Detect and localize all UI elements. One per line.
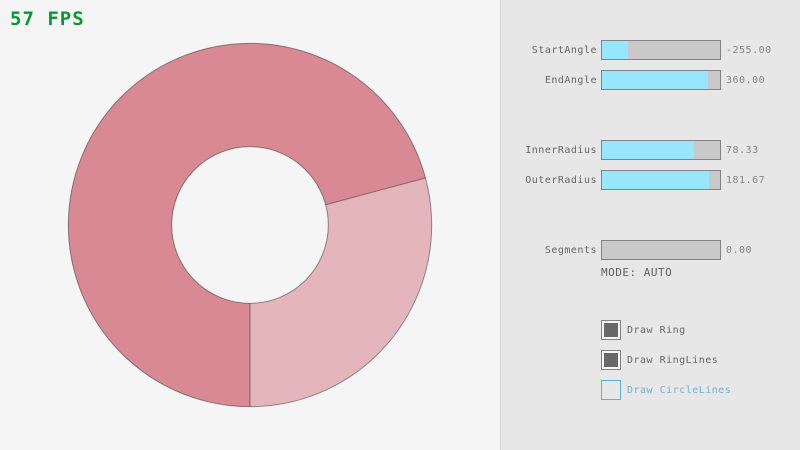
draw-ringlines-label: Draw RingLines — [627, 355, 719, 366]
control-panel: StartAngle -255.00 EndAngle 360.00 Inner… — [500, 0, 800, 450]
outer-radius-value: 181.67 — [726, 175, 766, 186]
draw-ring-label: Draw Ring — [627, 325, 686, 336]
slider-row-end-angle: EndAngle 360.00 — [501, 70, 800, 90]
start-angle-slider[interactable] — [601, 40, 721, 60]
inner-radius-label: InnerRadius — [525, 145, 597, 156]
checkbox-row-draw-ring: Draw Ring — [601, 320, 800, 340]
checkmark — [604, 323, 618, 337]
end-angle-value: 360.00 — [726, 75, 766, 86]
start-angle-label: StartAngle — [531, 45, 597, 56]
checkbox-row-draw-circlelines: Draw CircleLines — [601, 380, 800, 400]
checkmark — [604, 353, 618, 367]
outer-radius-slider[interactable] — [601, 170, 721, 190]
slider-fill — [602, 41, 628, 59]
end-angle-label: EndAngle — [544, 75, 597, 86]
slider-row-inner-radius: InnerRadius 78.33 — [501, 140, 800, 160]
end-angle-slider[interactable] — [601, 70, 721, 90]
ring-sector-single — [250, 177, 432, 407]
ring-sector-overlap — [68, 43, 426, 407]
draw-ringlines-checkbox[interactable] — [601, 350, 621, 370]
draw-circlelines-checkbox[interactable] — [601, 380, 621, 400]
slider-row-start-angle: StartAngle -255.00 — [501, 40, 800, 60]
slider-fill — [602, 71, 709, 89]
segments-label: Segments — [544, 245, 597, 256]
slider-fill — [602, 141, 695, 159]
segments-value: 0.00 — [726, 245, 753, 256]
slider-row-segments: Segments 0.00 — [501, 240, 800, 260]
segments-slider[interactable] — [601, 240, 721, 260]
inner-radius-value: 78.33 — [726, 145, 759, 156]
draw-circlelines-label: Draw CircleLines — [627, 385, 732, 396]
outer-radius-label: OuterRadius — [525, 175, 597, 186]
checkmark — [604, 383, 618, 397]
slider-fill — [602, 171, 710, 189]
ring-outer-line — [67, 42, 433, 408]
segments-mode-text: MODE: AUTO — [601, 266, 673, 279]
draw-ring-checkbox[interactable] — [601, 320, 621, 340]
inner-radius-slider[interactable] — [601, 140, 721, 160]
ring-inner-line — [171, 146, 329, 304]
fps-counter: 57 FPS — [10, 8, 85, 30]
start-angle-value: -255.00 — [726, 45, 772, 56]
ring-radial-lines — [249, 177, 426, 407]
checkbox-row-draw-ringlines: Draw RingLines — [601, 350, 800, 370]
slider-row-outer-radius: OuterRadius 181.67 — [501, 170, 800, 190]
